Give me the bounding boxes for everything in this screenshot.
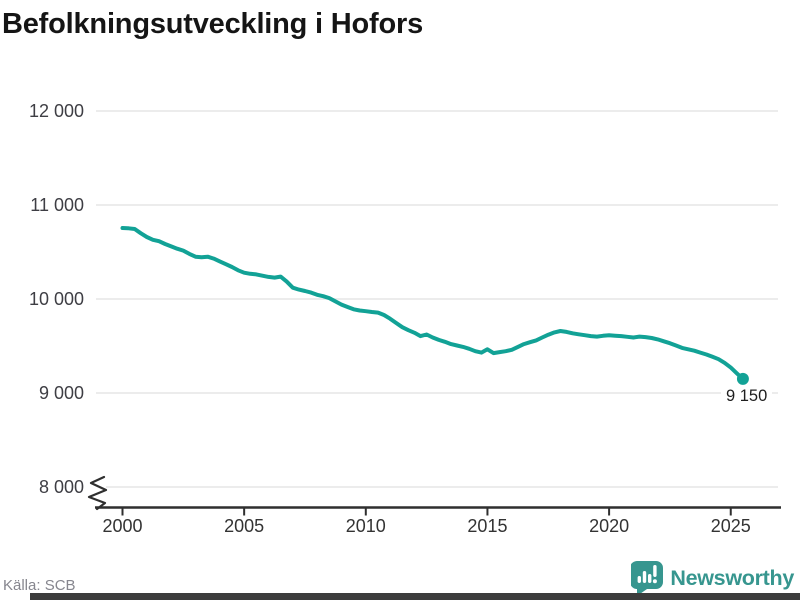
x-axis-tick-label: 2015 bbox=[467, 516, 507, 536]
logo-wordmark: Newsworthy bbox=[670, 566, 794, 590]
bottom-bar bbox=[30, 593, 800, 600]
end-value-label: 9 150 bbox=[721, 387, 773, 406]
x-axis-tick-label: 2020 bbox=[589, 516, 629, 536]
y-axis-tick-label: 11 000 bbox=[30, 195, 84, 215]
trend-line bbox=[120, 226, 745, 381]
logo-chart-bubble-icon bbox=[631, 561, 664, 596]
axis-break-icon bbox=[87, 475, 108, 511]
y-axis-tick-label: 10 000 bbox=[29, 289, 84, 309]
x-axis-tick-label: 2005 bbox=[224, 516, 264, 536]
page-title: Befolkningsutveckling i Hofors bbox=[2, 8, 423, 40]
y-axis-tick-label: 12 000 bbox=[29, 101, 84, 121]
x-axis-tick-label: 2025 bbox=[711, 516, 751, 536]
y-axis-tick-label: 9 000 bbox=[39, 383, 84, 403]
x-axis-tick-label: 2000 bbox=[102, 516, 142, 536]
source-caption: Källa: SCB bbox=[3, 577, 76, 594]
end-point-dot bbox=[736, 372, 749, 385]
x-axis-tick-label: 2010 bbox=[346, 516, 386, 536]
newsworthy-logo: Newsworthy bbox=[631, 561, 794, 596]
y-axis-tick-label: 8 000 bbox=[39, 477, 84, 497]
